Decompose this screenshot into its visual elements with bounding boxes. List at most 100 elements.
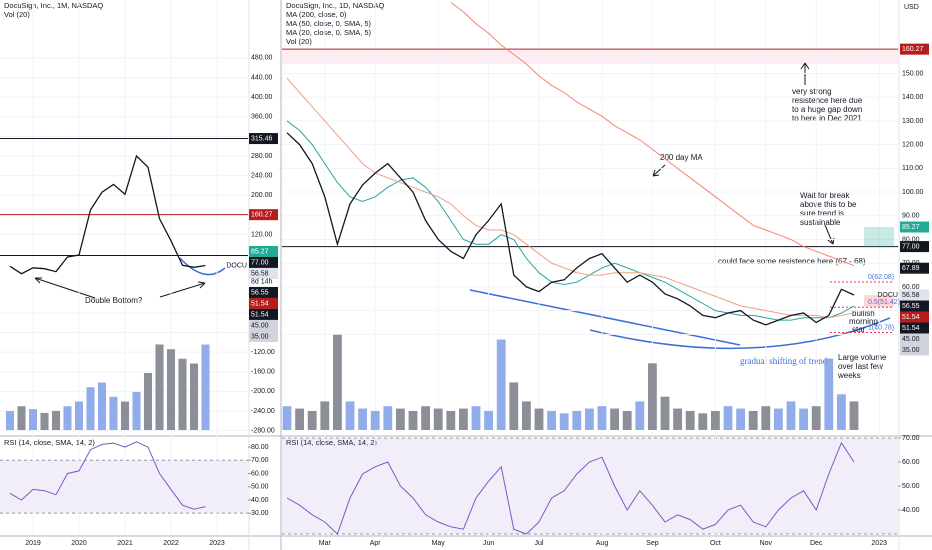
x-tick-label: Jul [535, 540, 544, 547]
annotation: to a huge gap down [792, 105, 862, 114]
x-tick-label: Aug [596, 540, 609, 547]
volume-bar [572, 410, 582, 430]
volume-bar [178, 358, 187, 430]
volume-bar [811, 406, 821, 430]
moving-average [450, 2, 855, 267]
x-tick-label: Oct [710, 540, 721, 547]
price-tag-label: 56.55 [251, 289, 269, 296]
volume-bar [155, 344, 164, 430]
volume-bar [509, 382, 519, 430]
volume-bar [86, 387, 95, 430]
price-tag [900, 221, 929, 233]
y-tick-label: 150.00 [902, 70, 924, 77]
annotation: Wait for break [800, 191, 850, 200]
volume-bar [597, 406, 607, 430]
y-tick-label: 120.00 [902, 141, 924, 148]
volume-bar [189, 363, 199, 430]
volume-bar [358, 408, 368, 430]
annotation: above this to be [800, 200, 857, 209]
price-tag [249, 308, 278, 320]
series-tag: DOCU [226, 262, 247, 269]
volume-bar [395, 408, 405, 430]
annotation: sure trend is [800, 209, 844, 218]
chart-title: DocuSign, Inc., 1D, NASDAQ [286, 1, 385, 10]
y-tick-label: -280.00 [251, 427, 275, 434]
price-line [9, 154, 206, 275]
trend-curve [179, 257, 226, 276]
price-tag [249, 319, 278, 331]
x-tick-label: 2021 [117, 540, 133, 547]
volume-title: Vol (20) [286, 37, 312, 46]
volume-bar [458, 408, 468, 430]
rsi-band [282, 437, 898, 535]
volume-bar [534, 408, 544, 430]
volume-bar [17, 406, 26, 430]
y-tick-label: -200.00 [251, 388, 275, 395]
x-tick-label: Dec [810, 540, 823, 547]
y-tick-label: 50.00 [251, 484, 269, 491]
moving-average [286, 120, 855, 321]
volume-bar [51, 411, 61, 430]
price-tag-label: 35.00 [251, 333, 269, 340]
volume-bar [736, 408, 746, 430]
price-tag [249, 267, 278, 279]
x-tick-label: Jun [483, 540, 494, 547]
countdown: 8d 14h [251, 278, 273, 285]
volume-bar [74, 401, 84, 430]
price-tag [249, 245, 278, 257]
volume-bar [370, 410, 380, 430]
y-tick-label: 400.00 [251, 94, 273, 101]
volume-bar [5, 411, 15, 430]
annotation: gradual shifting of trend [740, 356, 828, 366]
arrow [159, 281, 206, 298]
rsi-title: RSI (14, close, SMA, 14, 2) [4, 438, 95, 447]
price-tag-label: 51.54 [902, 314, 920, 321]
x-tick-label: Mar [319, 540, 332, 547]
price-tag [900, 289, 929, 301]
price-tag [900, 300, 929, 312]
fib-label: 0.5(51.42) [868, 299, 900, 306]
price-tag [249, 330, 278, 342]
series-tag: DOCU [877, 292, 898, 299]
volume-bar [63, 406, 72, 430]
volume-bar [97, 382, 107, 430]
y-tick-label: -240.00 [251, 408, 275, 415]
y-tick-label: 110.00 [902, 165, 923, 172]
y-tick-label: 480.00 [251, 55, 273, 62]
volume-bar [345, 401, 355, 430]
x-tick-label: 2023 [209, 540, 225, 547]
volume-bar [408, 410, 418, 430]
y-tick-label: 120.00 [251, 231, 273, 238]
target-box [864, 226, 894, 247]
price-tag [249, 256, 278, 268]
volume-bar [496, 339, 506, 430]
annotation: resistence here due [792, 96, 863, 105]
annotation: to here in Dec 2021 [792, 114, 862, 123]
arrow [652, 164, 666, 177]
legend-entry: MA (50, close, 0, SMA, 5) [286, 19, 372, 28]
price-tag [249, 286, 278, 298]
x-tick-label: Sep [646, 540, 659, 547]
y-tick-label: 60.00 [251, 470, 269, 477]
volume-bar [484, 410, 494, 430]
price-tag [900, 43, 929, 55]
y-tick-label: -160.00 [251, 369, 275, 376]
x-tick-label: Apr [370, 540, 382, 547]
volume-bar [635, 401, 645, 430]
volume-bar [698, 413, 708, 430]
volume-bar [132, 392, 141, 430]
y-tick-label: 140.00 [902, 94, 924, 101]
volume-bar [421, 406, 431, 430]
annotation: weeks [837, 371, 861, 380]
price-tag-label: 51.54 [902, 325, 920, 332]
y-tick-label: 440.00 [251, 74, 273, 81]
rsi-band [0, 460, 248, 514]
y-tick-label: 50.00 [902, 483, 920, 490]
x-tick-label: Nov [760, 540, 773, 547]
price-tag-label: 160.27 [902, 46, 924, 53]
annotation: Large volume [838, 353, 887, 362]
annotation: could face some resistence here (67 - 68… [718, 257, 866, 266]
price-tag [900, 241, 929, 253]
y-tick-label: 90.00 [902, 213, 920, 220]
